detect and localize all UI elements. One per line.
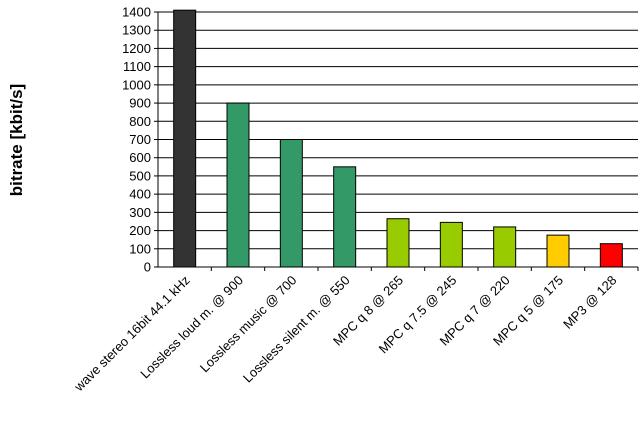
y-tick-label: 1200 [122,41,151,56]
bar-6 [439,221,463,268]
bar-4 [333,166,357,268]
bar-7 [493,226,517,268]
category-label: MP3 @ 128 [560,273,619,332]
bar-1 [173,9,197,268]
y-tick-label: 1400 [122,5,151,20]
y-tick-label: 1000 [122,77,151,92]
y-tick-label: 200 [129,223,151,238]
y-tick-label: 900 [129,96,151,111]
bar-5 [386,218,410,268]
bar-2 [226,102,250,268]
category-label: Lossless loud m. @ 900 [137,273,246,382]
y-axis-label: bitrate [kbit/s] [7,84,26,196]
y-tick-label: 1300 [122,23,151,38]
y-tick-label: 800 [129,114,151,129]
y-tick-label: 700 [129,132,151,147]
y-tick-label: 100 [129,241,151,256]
bar-8 [546,234,570,268]
y-tick-label: 0 [144,260,151,275]
y-tick-label: 600 [129,150,151,165]
y-tick-label: 500 [129,168,151,183]
bar-3 [279,139,303,268]
category-label: Lossless music @ 700 [197,273,300,376]
bars [173,9,623,268]
y-tick-label: 300 [129,205,151,220]
y-tick-labels: 0 100 200 300 400 500 600 700 800 900 1000 1100 1200… [122,5,158,275]
y-tick-label: 400 [129,187,151,202]
bar-9 [599,243,623,268]
y-tick-label: 1100 [123,59,151,74]
category-label: Lossless silent m. @ 550 [240,273,353,386]
